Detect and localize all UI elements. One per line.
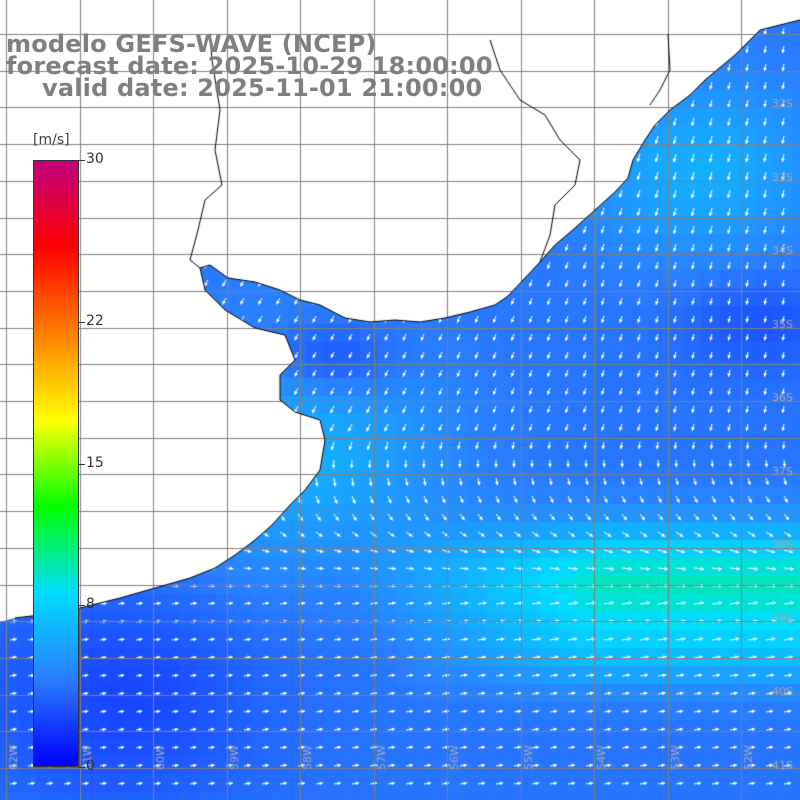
colorbar-tick-label: 22 [86, 312, 104, 329]
colorbar [33, 160, 79, 767]
colorbar-tick-mark [79, 321, 85, 323]
valid-date: valid date: 2025-11-01 21:00:00 [42, 74, 483, 102]
model-title: modelo GEFS-WAVE (NCEP) [6, 30, 377, 58]
colorbar-tick-mark [79, 605, 85, 607]
colorbar-tick-label: 30 [86, 151, 104, 167]
colorbar-tick-label: 0 [86, 758, 95, 774]
colorbar-tick-mark [79, 463, 85, 465]
colorbar-unit: [m/s] [33, 132, 70, 148]
colorbar-tick-label: 8 [86, 596, 95, 613]
colorbar-tick-mark [79, 160, 85, 161]
colorbar-tick-mark [79, 767, 85, 768]
forecast-date: forecast date: 2025-10-29 18:00:00 [6, 52, 493, 80]
colorbar-tick-label: 15 [86, 454, 104, 471]
